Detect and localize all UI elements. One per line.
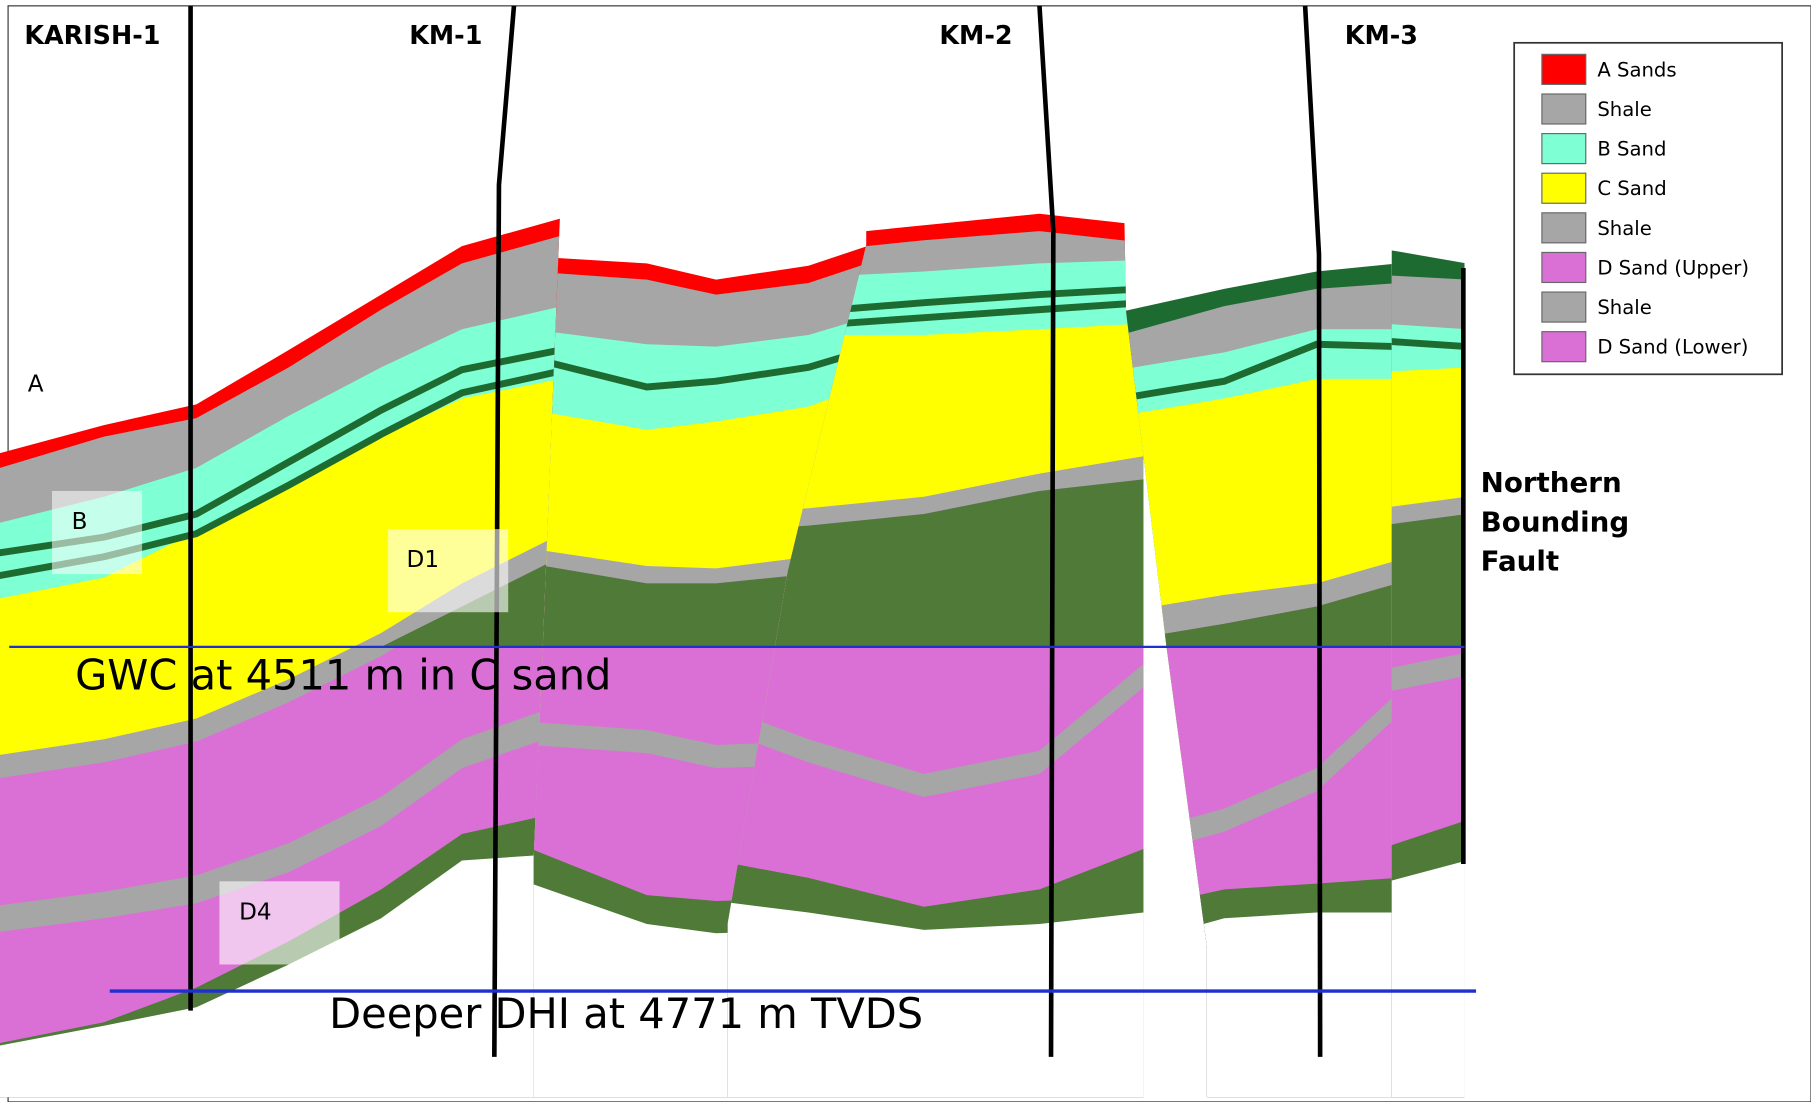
well-name: KM-3 [1345, 20, 1418, 50]
legend-swatch [1542, 332, 1586, 362]
legend-swatch [1542, 54, 1586, 84]
stratum [1380, 861, 1467, 1098]
legend-swatch [1542, 252, 1586, 282]
well-name: KARISH-1 [24, 20, 160, 50]
zone-label: D1 [407, 547, 439, 573]
fault-label: Bounding [1481, 505, 1629, 538]
dhi-label: Deeper DHI at 4771 m TVDS [329, 989, 923, 1038]
legend-box [1514, 43, 1782, 374]
legend-label: B Sand [1597, 138, 1666, 161]
fault-label: Fault [1481, 545, 1559, 578]
legend-swatch [1542, 94, 1586, 124]
fault-block [1120, 263, 1397, 1097]
well-name: KM-2 [939, 20, 1012, 50]
legend-swatch [1542, 292, 1586, 322]
gas-zone [1380, 514, 1467, 647]
legend-label: A Sands [1597, 58, 1676, 81]
legend-label: Shale [1597, 217, 1651, 240]
legend-swatch [1542, 213, 1586, 243]
gwc-label: GWC at 4511 m in C sand [75, 651, 611, 700]
legend-swatch [1542, 134, 1586, 164]
label-box [219, 881, 339, 964]
fault-block [1380, 248, 1467, 1097]
legend-swatch [1542, 173, 1586, 203]
legend-label: D Sand (Upper) [1597, 256, 1749, 279]
stratum [1120, 913, 1397, 1098]
legend-label: Shale [1597, 296, 1651, 319]
well-name: KM-1 [409, 20, 482, 50]
legend: A Sands Shale B Sand C Sand Shale D Sand (Upp… [1514, 43, 1782, 374]
fault-label: Northern [1481, 466, 1622, 499]
legend-label: Shale [1597, 98, 1651, 121]
zone-label: D4 [239, 899, 271, 925]
label-box [52, 491, 142, 574]
cross-section: KARISH-1 KM-1 KM-2 KM-3 A B D1 D4 GWC at… [0, 0, 1811, 1102]
zone-label: B [72, 509, 88, 535]
legend-label: C Sand [1597, 177, 1666, 200]
zone-label: A [28, 372, 44, 398]
legend-label: D Sand (Lower) [1597, 336, 1748, 359]
